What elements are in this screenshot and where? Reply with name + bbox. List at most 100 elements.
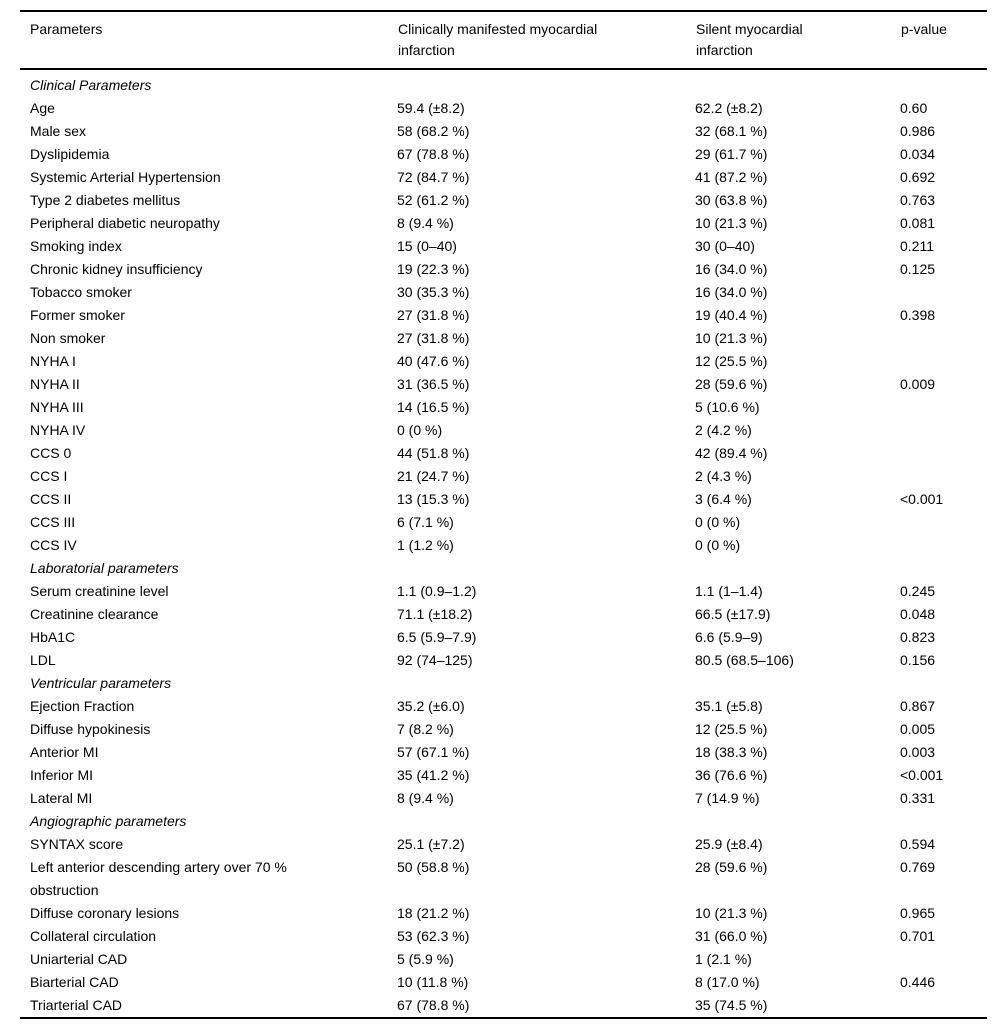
table-row: CCS IV 1 (1.2 %) 0 (0 %) — [20, 534, 987, 557]
parameter-cell: Inferior MI — [30, 767, 94, 783]
p-value-cell — [900, 511, 987, 534]
silent-mi-cell: 6.6 (5.9–9) — [695, 629, 763, 645]
table-row: Biarterial CAD 10 (11.8 %) 8 (17.0 %) 0.446 — [20, 971, 987, 994]
clinically-manifested-mi-cell: 21 (24.7 %) — [397, 468, 470, 484]
table-row: Inferior MI 35 (41.2 %) 36 (76.6 %) <0.001 — [20, 764, 987, 787]
table-row: Creatinine clearance 71.1 (±18.2) 66.5 (±1… — [20, 603, 987, 626]
table-row: NYHA II 31 (36.5 %) 28 (59.6 %) 0.009 — [20, 373, 987, 396]
section-row: Angiographic parameters — [20, 810, 987, 833]
p-value-cell: 0.446 — [900, 974, 936, 990]
table-row: CCS 0 44 (51.8 %) 42 (89.4 %) — [20, 442, 987, 465]
clinically-manifested-mi-cell: 25.1 (±7.2) — [397, 836, 465, 852]
p-value-cell: <0.001 — [900, 767, 944, 783]
clinically-manifested-mi-cell: 7 (8.2 %) — [397, 721, 454, 737]
header-parameters: Parameters — [20, 11, 397, 70]
silent-mi-cell: 36 (76.6 %) — [695, 767, 768, 783]
table-row: HbA1C 6.5 (5.9–7.9) 6.6 (5.9–9) 0.823 — [20, 626, 987, 649]
p-value-cell: 0.331 — [900, 790, 936, 806]
parameter-cell: Creatinine clearance — [30, 606, 159, 622]
silent-mi-cell: 25.9 (±8.4) — [695, 836, 763, 852]
silent-mi-cell: 2 (4.2 %) — [695, 422, 752, 438]
clinically-manifested-mi-cell: 35 (41.2 %) — [397, 767, 470, 783]
clinically-manifested-mi-cell: 35.2 (±6.0) — [397, 698, 465, 714]
p-value-cell — [900, 948, 987, 971]
p-value-cell: 0.156 — [900, 652, 936, 668]
parameter-cell: Diffuse hypokinesis — [30, 721, 151, 737]
p-value-cell: 0.867 — [900, 698, 936, 714]
parameter-cell: CCS 0 — [30, 445, 72, 461]
table-row: Serum creatinine level 1.1 (0.9–1.2) 1.1 (… — [20, 580, 987, 603]
silent-mi-cell: 30 (63.8 %) — [695, 192, 768, 208]
clinically-manifested-mi-cell: 0 (0 %) — [397, 422, 443, 438]
clinically-manifested-mi-cell: 59.4 (±8.2) — [397, 100, 465, 116]
p-value-cell: 0.081 — [900, 215, 936, 231]
parameter-cell: CCS IV — [30, 537, 77, 553]
clinically-manifested-mi-cell: 31 (36.5 %) — [397, 376, 470, 392]
p-value-cell: 0.048 — [900, 606, 936, 622]
parameter-cell: Triarterial CAD — [30, 997, 123, 1013]
clinically-manifested-mi-cell: 5 (5.9 %) — [397, 951, 454, 967]
parameter-cell: NYHA I — [30, 353, 76, 369]
section-title: Angiographic parameters — [30, 813, 187, 829]
silent-mi-cell: 35 (74.5 %) — [695, 997, 768, 1013]
silent-mi-cell: 35.1 (±5.8) — [695, 698, 763, 714]
clinically-manifested-mi-cell: 6.5 (5.9–7.9) — [397, 629, 477, 645]
clinically-manifested-mi-cell: 67 (78.8 %) — [397, 146, 470, 162]
clinically-manifested-mi-cell: 27 (31.8 %) — [397, 330, 470, 346]
silent-mi-cell: 1 (2.1 %) — [695, 951, 752, 967]
parameter-cell: NYHA IV — [30, 422, 86, 438]
table-row: Lateral MI 8 (9.4 %) 7 (14.9 %) 0.331 — [20, 787, 987, 810]
clinically-manifested-mi-cell: 13 (15.3 %) — [397, 491, 470, 507]
silent-mi-cell: 0 (0 %) — [695, 514, 741, 530]
parameter-cell: Male sex — [30, 123, 87, 139]
table-row: CCS III 6 (7.1 %) 0 (0 %) — [20, 511, 987, 534]
parameter-cell: Anterior MI — [30, 744, 99, 760]
table-row: Type 2 diabetes mellitus 52 (61.2 %) 30 (6… — [20, 189, 987, 212]
parameter-cell: Collateral circulation — [30, 928, 157, 944]
p-value-cell: 0.125 — [900, 261, 936, 277]
silent-mi-cell: 28 (59.6 %) — [695, 859, 768, 875]
parameter-cell: Systemic Arterial Hypertension — [30, 169, 221, 185]
parameter-cell: Non smoker — [30, 330, 106, 346]
parameter-cell: Tobacco smoker — [30, 284, 132, 300]
silent-mi-cell: 28 (59.6 %) — [695, 376, 768, 392]
silent-mi-cell: 10 (21.3 %) — [695, 905, 768, 921]
silent-mi-cell: 8 (17.0 %) — [695, 974, 760, 990]
parameter-cell: Former smoker — [30, 307, 125, 323]
parameter-cell: Age — [30, 100, 55, 116]
silent-mi-cell: 66.5 (±17.9) — [695, 606, 771, 622]
silent-mi-cell: 42 (89.4 %) — [695, 445, 768, 461]
section-row: Laboratorial parameters — [20, 557, 987, 580]
table-row: Peripheral diabetic neuropathy 8 (9.4 %) 1… — [20, 212, 987, 235]
p-value-cell: 0.398 — [900, 307, 936, 323]
silent-mi-cell: 10 (21.3 %) — [695, 215, 768, 231]
clinically-manifested-mi-cell: 71.1 (±18.2) — [397, 606, 473, 622]
header-row: Parameters Clinically manifested myocard… — [20, 11, 987, 70]
silent-mi-cell: 41 (87.2 %) — [695, 169, 768, 185]
p-value-cell — [900, 465, 987, 488]
p-value-cell: <0.001 — [900, 491, 944, 507]
clinically-manifested-mi-cell: 18 (21.2 %) — [397, 905, 470, 921]
clinically-manifested-mi-cell: 27 (31.8 %) — [397, 307, 470, 323]
p-value-cell: 0.034 — [900, 146, 936, 162]
p-value-cell: 0.965 — [900, 905, 936, 921]
table-row: Smoking index 15 (0–40) 30 (0–40) 0.211 — [20, 235, 987, 258]
table-row: Dyslipidemia 67 (78.8 %) 29 (61.7 %) 0.034 — [20, 143, 987, 166]
clinically-manifested-mi-cell: 40 (47.6 %) — [397, 353, 470, 369]
parameter-cell: Chronic kidney insufficiency — [30, 261, 203, 277]
clinically-manifested-mi-cell: 15 (0–40) — [397, 238, 457, 254]
comparison-table: Parameters Clinically manifested myocard… — [20, 10, 987, 1019]
table-row: Uniarterial CAD 5 (5.9 %) 1 (2.1 %) — [20, 948, 987, 971]
p-value-cell: 0.009 — [900, 376, 936, 392]
clinically-manifested-mi-cell: 10 (11.8 %) — [397, 974, 469, 990]
silent-mi-cell: 29 (61.7 %) — [695, 146, 768, 162]
parameter-cell: Smoking index — [30, 238, 122, 254]
table-row: Ejection Fraction 35.2 (±6.0) 35.1 (±5.8) 0… — [20, 695, 987, 718]
table-row: Non smoker 27 (31.8 %) 10 (21.3 %) — [20, 327, 987, 350]
p-value-cell: 0.986 — [900, 123, 936, 139]
p-value-cell — [900, 350, 987, 373]
p-value-cell — [900, 327, 987, 350]
parameter-cell: Diffuse coronary lesions — [30, 905, 180, 921]
clinically-manifested-mi-cell: 72 (84.7 %) — [397, 169, 470, 185]
